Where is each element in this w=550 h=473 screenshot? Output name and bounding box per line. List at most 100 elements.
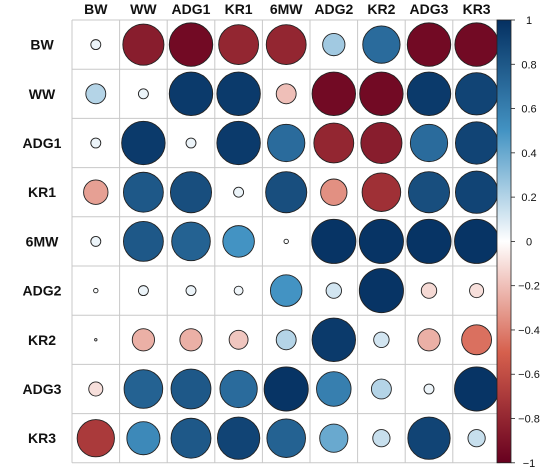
cell-ADG2-KR3 bbox=[469, 283, 485, 299]
cell-KR3-ADG3 bbox=[407, 416, 451, 460]
row-label-KR3: KR3 bbox=[28, 430, 56, 446]
cell-WW-ADG1 bbox=[168, 71, 214, 116]
cell-KR1-KR1 bbox=[233, 186, 245, 198]
cell-ADG3-ADG3 bbox=[423, 383, 435, 395]
cell-ADG2-KR1 bbox=[233, 285, 244, 296]
cell-6MW-BW bbox=[90, 235, 102, 247]
cell-KR2-ADG3 bbox=[417, 328, 441, 352]
colorbar-tick-label: 1 bbox=[526, 15, 532, 27]
row-label-ADG2: ADG2 bbox=[23, 283, 62, 299]
cell-KR1-BW bbox=[83, 179, 109, 205]
cell-BW-ADG2 bbox=[322, 32, 346, 57]
cell-WW-6MW bbox=[275, 83, 297, 105]
cell-ADG3-ADG2 bbox=[316, 371, 352, 407]
grid bbox=[71, 19, 501, 464]
cell-ADG2-ADG3 bbox=[420, 282, 438, 299]
colorbar-tick-label: 0.2 bbox=[521, 192, 536, 204]
cell-6MW-KR2 bbox=[358, 218, 404, 264]
cell-BW-BW bbox=[90, 39, 102, 51]
cell-KR1-KR3 bbox=[454, 170, 499, 214]
colorbar-tick-label: 0.8 bbox=[521, 59, 536, 71]
cell-KR3-KR1 bbox=[216, 416, 261, 460]
cell-WW-ADG3 bbox=[406, 71, 452, 116]
row-label-ADG1: ADG1 bbox=[23, 135, 62, 151]
column-labels: BW WW ADG1 KR1 6MW ADG2 KR2 ADG3 KR3 bbox=[84, 1, 491, 17]
cell-KR1-ADG3 bbox=[407, 171, 451, 214]
column-label-KR3: KR3 bbox=[463, 1, 491, 17]
cell-KR3-KR2 bbox=[372, 429, 391, 448]
colorbar-tick-label: −1 bbox=[523, 458, 536, 470]
correlation-cells bbox=[76, 22, 500, 460]
cell-ADG3-KR1 bbox=[219, 369, 258, 409]
cell-KR2-ADG1 bbox=[179, 328, 203, 352]
colorbar-tick-label: −0.2 bbox=[518, 281, 540, 293]
cell-ADG1-ADG2 bbox=[313, 122, 355, 164]
cell-WW-KR3 bbox=[454, 72, 499, 116]
row-label-ADG3: ADG3 bbox=[23, 381, 62, 397]
cell-6MW-ADG2 bbox=[311, 218, 357, 264]
colorbar-tick-label: 0.4 bbox=[521, 148, 536, 160]
cell-ADG1-KR2 bbox=[360, 121, 403, 165]
cell-6MW-KR3 bbox=[454, 218, 500, 264]
cell-KR2-ADG2 bbox=[311, 317, 356, 362]
column-label-6MW: 6MW bbox=[270, 1, 303, 17]
cell-WW-BW bbox=[85, 83, 107, 105]
row-label-KR2: KR2 bbox=[28, 332, 56, 348]
cell-ADG3-BW bbox=[88, 381, 104, 397]
column-label-ADG3: ADG3 bbox=[410, 1, 449, 17]
cell-WW-ADG2 bbox=[311, 71, 356, 116]
cell-KR1-6MW bbox=[265, 171, 308, 214]
cell-ADG2-WW bbox=[137, 285, 149, 297]
cell-KR3-ADG1 bbox=[170, 417, 212, 459]
cell-ADG3-KR3 bbox=[454, 366, 500, 412]
cell-KR3-6MW bbox=[266, 418, 306, 458]
column-label-WW: WW bbox=[130, 1, 157, 17]
cell-BW-KR2 bbox=[362, 25, 401, 64]
cell-KR2-6MW bbox=[275, 329, 297, 351]
cell-ADG1-BW bbox=[90, 137, 102, 149]
row-label-WW: WW bbox=[29, 86, 56, 102]
cell-ADG3-KR2 bbox=[370, 378, 392, 400]
column-label-KR2: KR2 bbox=[367, 1, 395, 17]
cell-WW-KR2 bbox=[359, 71, 404, 116]
cell-ADG1-WW bbox=[121, 120, 166, 166]
column-label-KR1: KR1 bbox=[225, 1, 253, 17]
cell-ADG3-WW bbox=[123, 369, 164, 409]
cell-KR2-WW bbox=[131, 328, 155, 352]
column-label-BW: BW bbox=[84, 1, 108, 17]
cell-KR3-BW bbox=[76, 419, 115, 458]
colorbar-tick-label: −0.6 bbox=[518, 369, 540, 381]
cell-ADG1-KR3 bbox=[454, 121, 499, 165]
cell-BW-ADG3 bbox=[406, 22, 452, 67]
cell-KR1-KR2 bbox=[361, 172, 402, 212]
cell-ADG3-ADG1 bbox=[170, 368, 212, 410]
cell-ADG2-ADG1 bbox=[185, 285, 197, 297]
cell-ADG2-KR2 bbox=[358, 268, 404, 314]
cell-ADG1-KR1 bbox=[216, 120, 261, 166]
cell-KR2-BW bbox=[94, 338, 98, 342]
colorbar-gradient bbox=[496, 19, 512, 464]
cell-6MW-6MW bbox=[283, 238, 289, 245]
cell-BW-WW bbox=[122, 23, 165, 66]
cell-KR2-KR3 bbox=[461, 324, 493, 356]
cell-ADG2-6MW bbox=[269, 274, 303, 307]
cell-KR3-WW bbox=[126, 421, 161, 456]
column-label-ADG1: ADG1 bbox=[172, 1, 211, 17]
cell-ADG1-ADG1 bbox=[185, 137, 197, 149]
cell-KR3-KR3 bbox=[467, 429, 486, 448]
cell-KR2-KR2 bbox=[373, 331, 390, 348]
cell-KR3-ADG2 bbox=[319, 423, 349, 453]
cell-BW-KR1 bbox=[218, 24, 259, 65]
row-label-BW: BW bbox=[30, 37, 54, 53]
cell-BW-ADG1 bbox=[168, 22, 214, 67]
cell-KR2-KR1 bbox=[228, 329, 249, 350]
colorbar-tick-label: −0.4 bbox=[518, 325, 540, 337]
cell-WW-KR1 bbox=[216, 71, 261, 116]
cell-KR1-ADG1 bbox=[169, 171, 213, 214]
cell-6MW-ADG3 bbox=[406, 218, 452, 264]
row-label-6MW: 6MW bbox=[26, 233, 59, 249]
colorbar: 1 0.8 0.6 0.4 0.2 0 −0.2 −0.4 −0.6 −0.8 −1 bbox=[496, 15, 540, 470]
colorbar-tick-label: 0 bbox=[526, 236, 532, 248]
colorbar-tick-label: 0.6 bbox=[521, 104, 536, 116]
